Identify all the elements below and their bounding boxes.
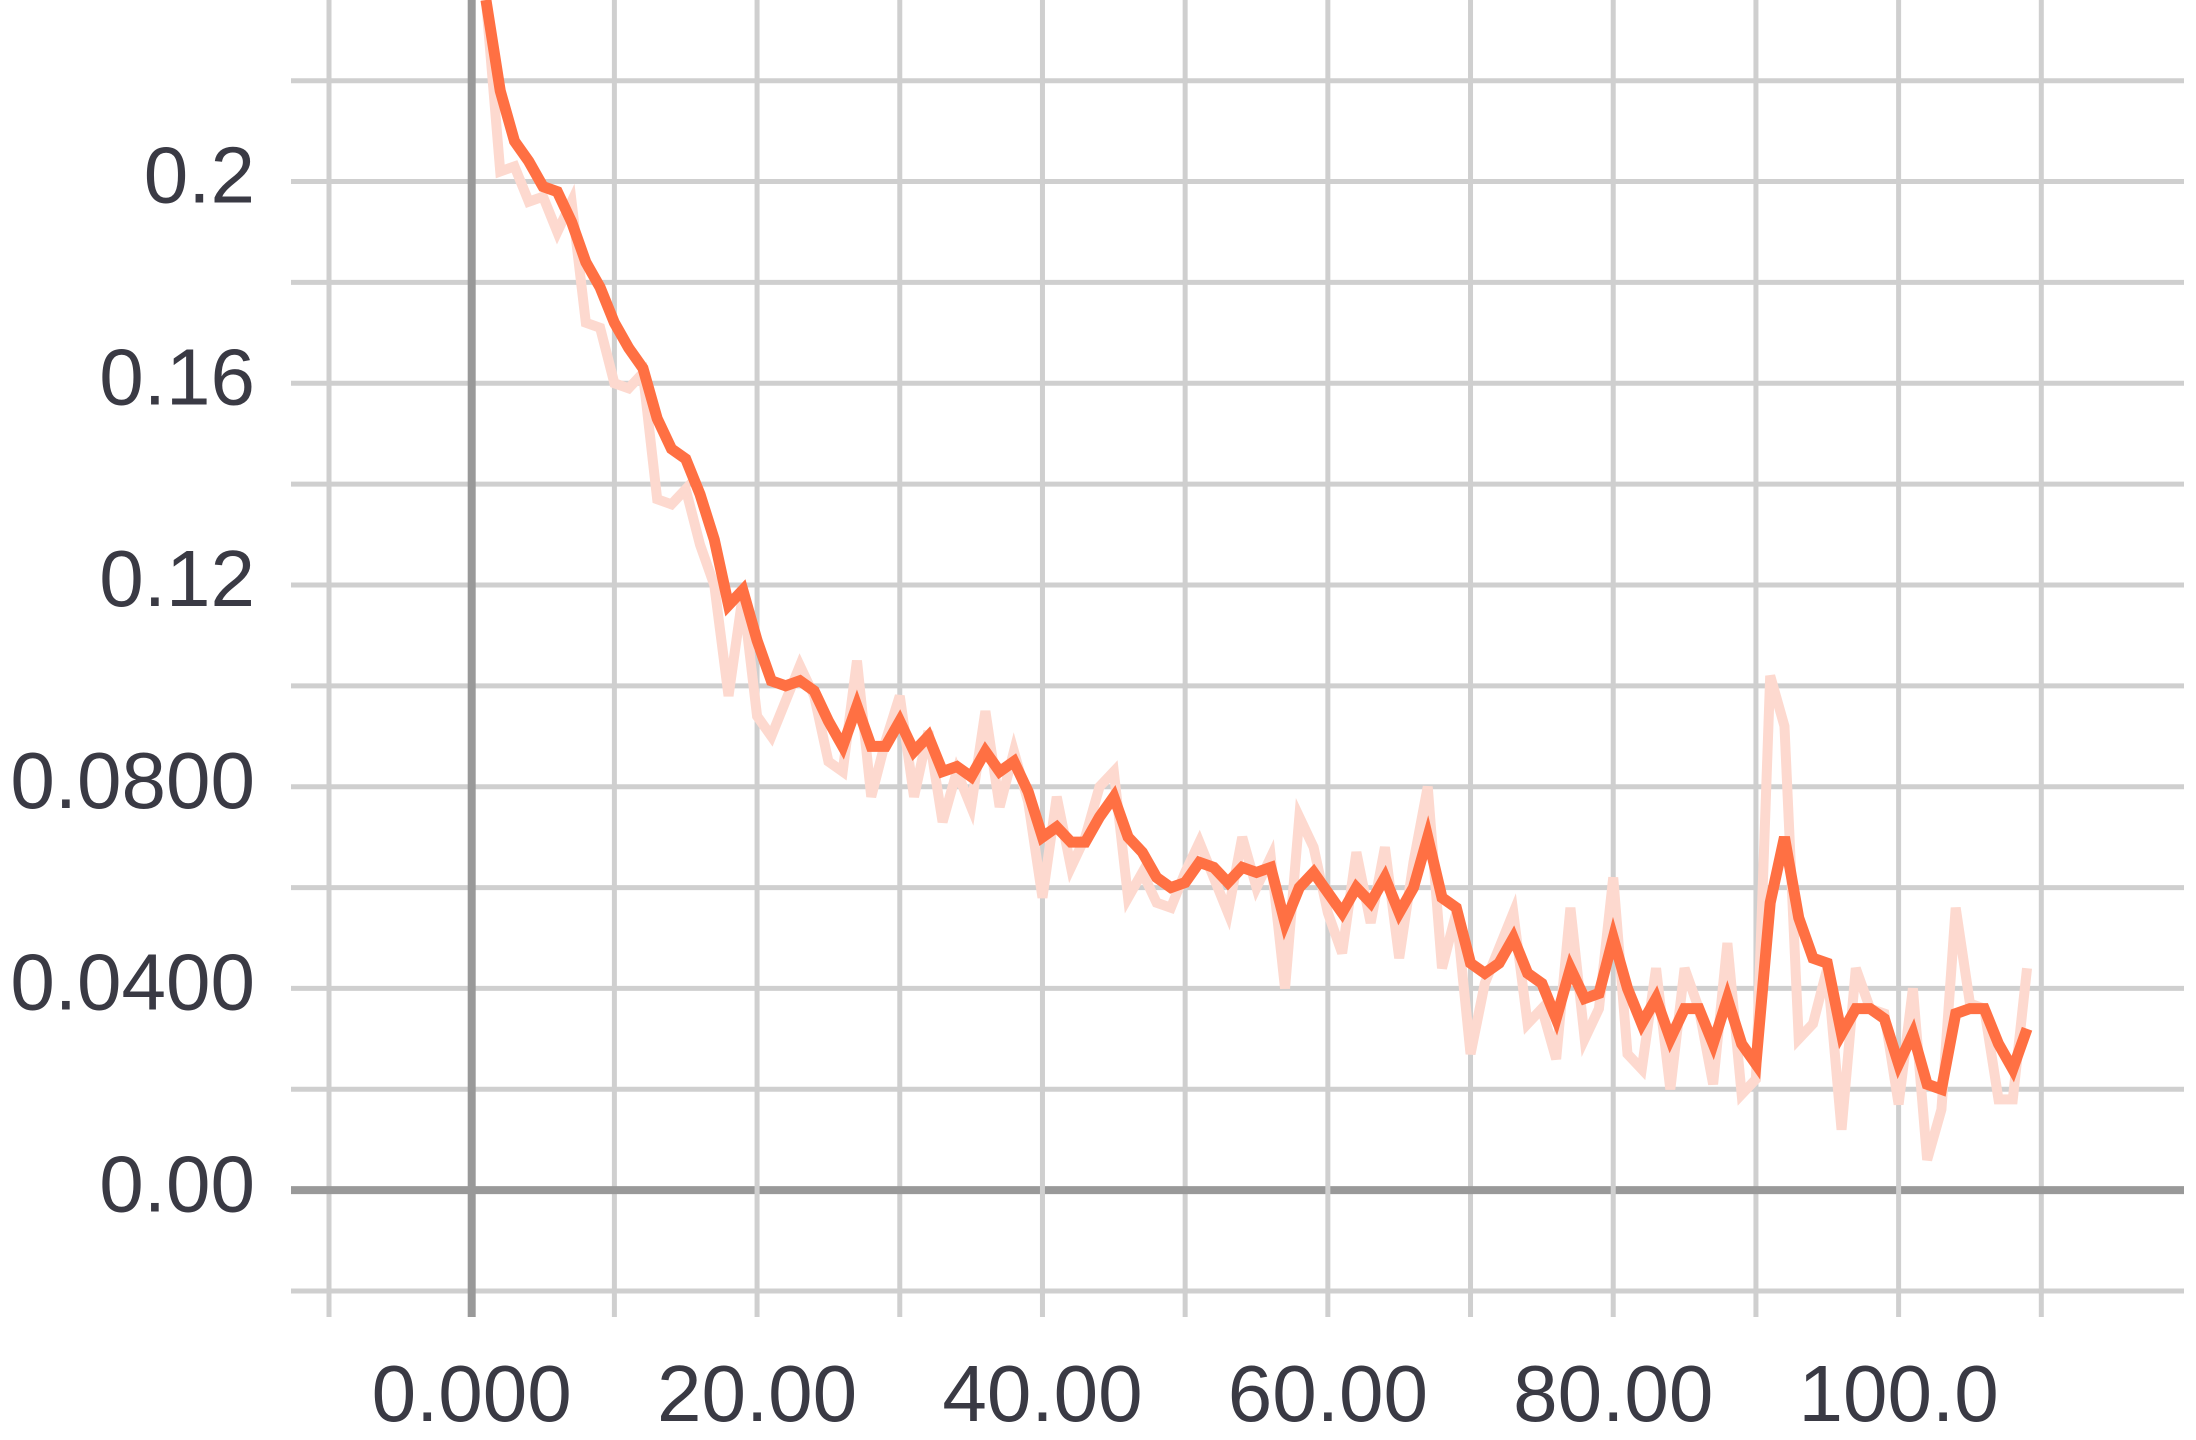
series-line	[480, 0, 2033, 1097]
series-line	[480, 0, 2033, 1162]
y-tick-label: 0.16	[99, 332, 255, 421]
x-tick-label: 40.00	[942, 1349, 1142, 1438]
x-tick-label: 100.0	[1799, 1349, 1999, 1438]
x-tick-label: 80.00	[1513, 1349, 1713, 1438]
y-tick-label: 0.12	[99, 534, 255, 623]
x-tick-label: 20.00	[657, 1349, 857, 1438]
y-tick-label: 0.0400	[10, 938, 255, 1027]
x-tick-label: 60.00	[1228, 1349, 1428, 1438]
x-tick-label: 0.000	[372, 1349, 572, 1438]
y-tick-label: 0.00	[99, 1139, 255, 1228]
y-tick-label: 0.2	[144, 131, 255, 220]
y-tick-label: 0.0800	[10, 736, 255, 825]
